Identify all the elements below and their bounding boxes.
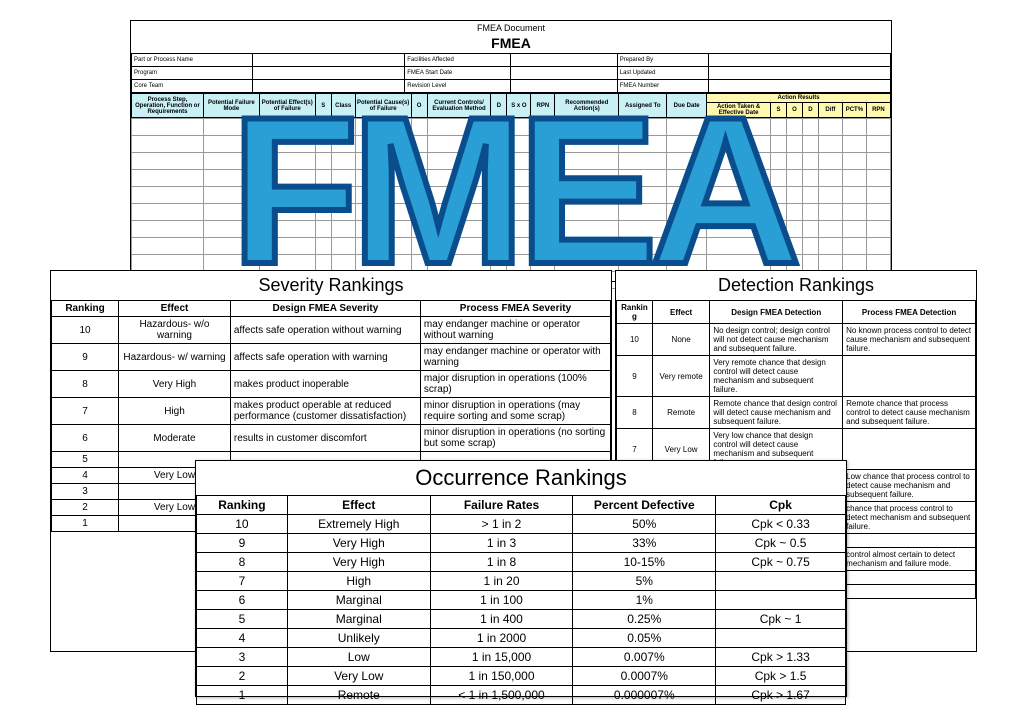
hdr-action-results: Action Results [707,94,891,103]
meta-updated: Last Updated [617,67,708,80]
hdr-s2: S [771,103,787,118]
table-header: Ranking [617,301,653,324]
hdr-rpn2: RPN [866,103,890,118]
hdr-pct: PCT% [842,103,866,118]
table-row: 6Moderateresults in customer discomfortm… [52,425,611,452]
table-header: Design FMEA Severity [230,301,420,317]
table-row: 4Unlikely1 in 20000.05% [197,629,846,648]
meta-number: FMEA Number [617,80,708,93]
severity-title: Severity Rankings [51,271,611,300]
table-row: 10Extremely High> 1 in 250%Cpk < 0.33 [197,515,846,534]
detection-title: Detection Rankings [616,271,976,300]
table-header: Process FMEA Severity [420,301,610,317]
hdr-action-taken: Action Taken & Effective Date [707,103,771,118]
meta-rev: Revision Level [405,80,511,93]
table-row: 6Marginal1 in 1001% [197,591,846,610]
table-row: 8Very High1 in 810-15%Cpk ~ 0.75 [197,553,846,572]
table-row: 9Very High1 in 333%Cpk ~ 0.5 [197,534,846,553]
table-header: Process FMEA Detection [843,301,976,324]
hdr-rec: Recommended Action(s) [555,94,619,118]
hdr-assigned: Assigned To [619,94,667,118]
table-header: Failure Rates [430,496,573,515]
meta-start: FMEA Start Date [405,67,511,80]
hdr-rpn: RPN [531,94,555,118]
table-row: 3Low1 in 15,0000.007%Cpk > 1.33 [197,648,846,667]
hdr-effects: Potential Effect(s) of Failure [259,94,315,118]
occurrence-title: Occurrence Rankings [196,461,846,495]
fmea-meta-table: Part or Process Name Facilities Affected… [131,53,891,93]
table-row: 10NoneNo design control; design control … [617,324,976,356]
hdr-diff: Diff [818,103,842,118]
table-row: 1Remote< 1 in 1,500,0000.000007%Cpk > 1.… [197,686,846,705]
table-row: 9Hazardous- w/ warningaffects safe opera… [52,344,611,371]
table-header: Cpk [716,496,846,515]
hdr-step: Process Step, Operation, Function or Req… [132,94,204,118]
fmea-doc-label: FMEA Document [131,21,891,33]
table-header: Effect [652,301,709,324]
table-row: 9Very remoteVery remote chance that desi… [617,356,976,397]
hdr-cause: Potential Cause(s) of Failure [355,94,411,118]
occurrence-panel: Occurrence Rankings RankingEffectFailure… [195,460,847,697]
table-header: Effect [287,496,430,515]
fmea-body-grid [131,118,891,289]
hdr-det: D [491,94,507,118]
hdr-sxo: S x O [507,94,531,118]
table-row: 8RemoteRemote chance that design control… [617,397,976,429]
table-row: 8Very Highmakes product inoperablemajor … [52,371,611,398]
table-row: 2Very Low1 in 150,0000.0007%Cpk > 1.5 [197,667,846,686]
table-header: Percent Defective [573,496,716,515]
table-row: 7High1 in 205% [197,572,846,591]
hdr-o2: O [787,103,803,118]
meta-facilities: Facilities Affected [405,54,511,67]
table-row: 10Hazardous- w/o warningaffects safe ope… [52,317,611,344]
hdr-due: Due Date [667,94,707,118]
meta-team: Core Team [132,80,253,93]
fmea-title: FMEA [131,33,891,53]
hdr-sev: S [315,94,331,118]
meta-prepared: Prepared By [617,54,708,67]
table-header: Ranking [52,301,119,317]
table-header: Design FMEA Detection [710,301,843,324]
occurrence-table: RankingEffectFailure RatesPercent Defect… [196,495,846,705]
hdr-d2: D [802,103,818,118]
hdr-class: Class [331,94,355,118]
table-row: 5Marginal1 in 4000.25%Cpk ~ 1 [197,610,846,629]
meta-program: Program [132,67,253,80]
hdr-controls: Current Controls/ Evaluation Method [427,94,491,118]
fmea-worksheet: FMEA Document FMEA Part or Process Name … [130,20,892,282]
hdr-occ: O [411,94,427,118]
table-header: Ranking [197,496,288,515]
table-header: Effect [119,301,231,317]
fmea-header-row: Process Step, Operation, Function or Req… [131,93,891,118]
table-row: 7Highmakes product operable at reduced p… [52,398,611,425]
meta-part: Part or Process Name [132,54,253,67]
hdr-mode: Potential Failure Mode [203,94,259,118]
